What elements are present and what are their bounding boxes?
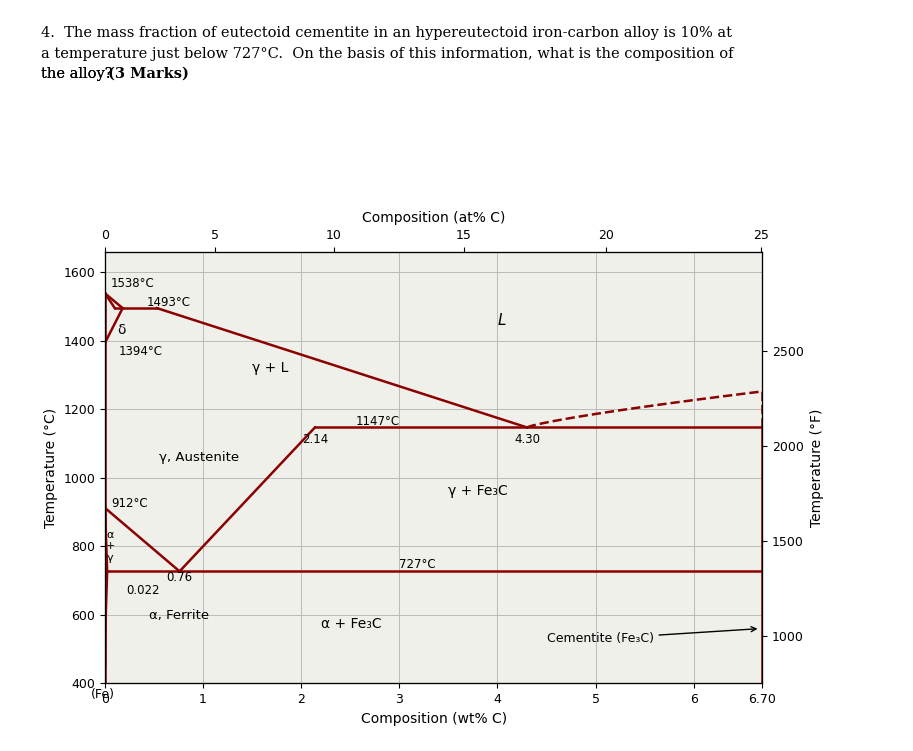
Text: α, Ferrite: α, Ferrite — [149, 609, 209, 622]
Y-axis label: Temperature (°F): Temperature (°F) — [810, 409, 824, 526]
Text: (Fe): (Fe) — [91, 687, 115, 701]
X-axis label: Composition (at% C): Composition (at% C) — [362, 211, 506, 225]
Text: γ + L: γ + L — [252, 361, 289, 375]
Text: γ + Fe₃C: γ + Fe₃C — [448, 484, 509, 499]
Text: the alloy?: the alloy? — [41, 67, 112, 81]
Text: γ, Austenite: γ, Austenite — [159, 451, 239, 463]
Text: the alloy?: the alloy? — [41, 67, 117, 81]
Text: 4.30: 4.30 — [514, 433, 540, 446]
Text: a temperature just below 727°C.  On the basis of this information, what is the c: a temperature just below 727°C. On the b… — [41, 47, 733, 61]
Text: 727°C: 727°C — [399, 558, 436, 571]
Text: α + Fe₃C: α + Fe₃C — [320, 617, 382, 632]
Y-axis label: Temperature (°C): Temperature (°C) — [44, 408, 58, 527]
Text: 2.14: 2.14 — [302, 433, 328, 446]
Text: 0.76: 0.76 — [166, 572, 193, 584]
Text: 1538°C: 1538°C — [110, 277, 154, 290]
Text: 912°C: 912°C — [110, 497, 148, 510]
Text: (3 Marks): (3 Marks) — [108, 67, 189, 81]
Text: δ: δ — [117, 324, 125, 337]
Text: 0.022: 0.022 — [127, 584, 160, 597]
Text: 4.  The mass fraction of eutectoid cementite in an hypereutectoid iron-carbon al: 4. The mass fraction of eutectoid cement… — [41, 26, 732, 41]
X-axis label: Composition (wt% C): Composition (wt% C) — [361, 712, 507, 725]
Text: Cementite (Fe₃C): Cementite (Fe₃C) — [547, 626, 756, 645]
Text: 1147°C: 1147°C — [355, 415, 399, 428]
Text: L: L — [498, 312, 506, 327]
Text: 1493°C: 1493°C — [146, 297, 190, 309]
Text: 1394°C: 1394°C — [119, 345, 163, 358]
Text: α
+
γ: α + γ — [106, 529, 115, 563]
